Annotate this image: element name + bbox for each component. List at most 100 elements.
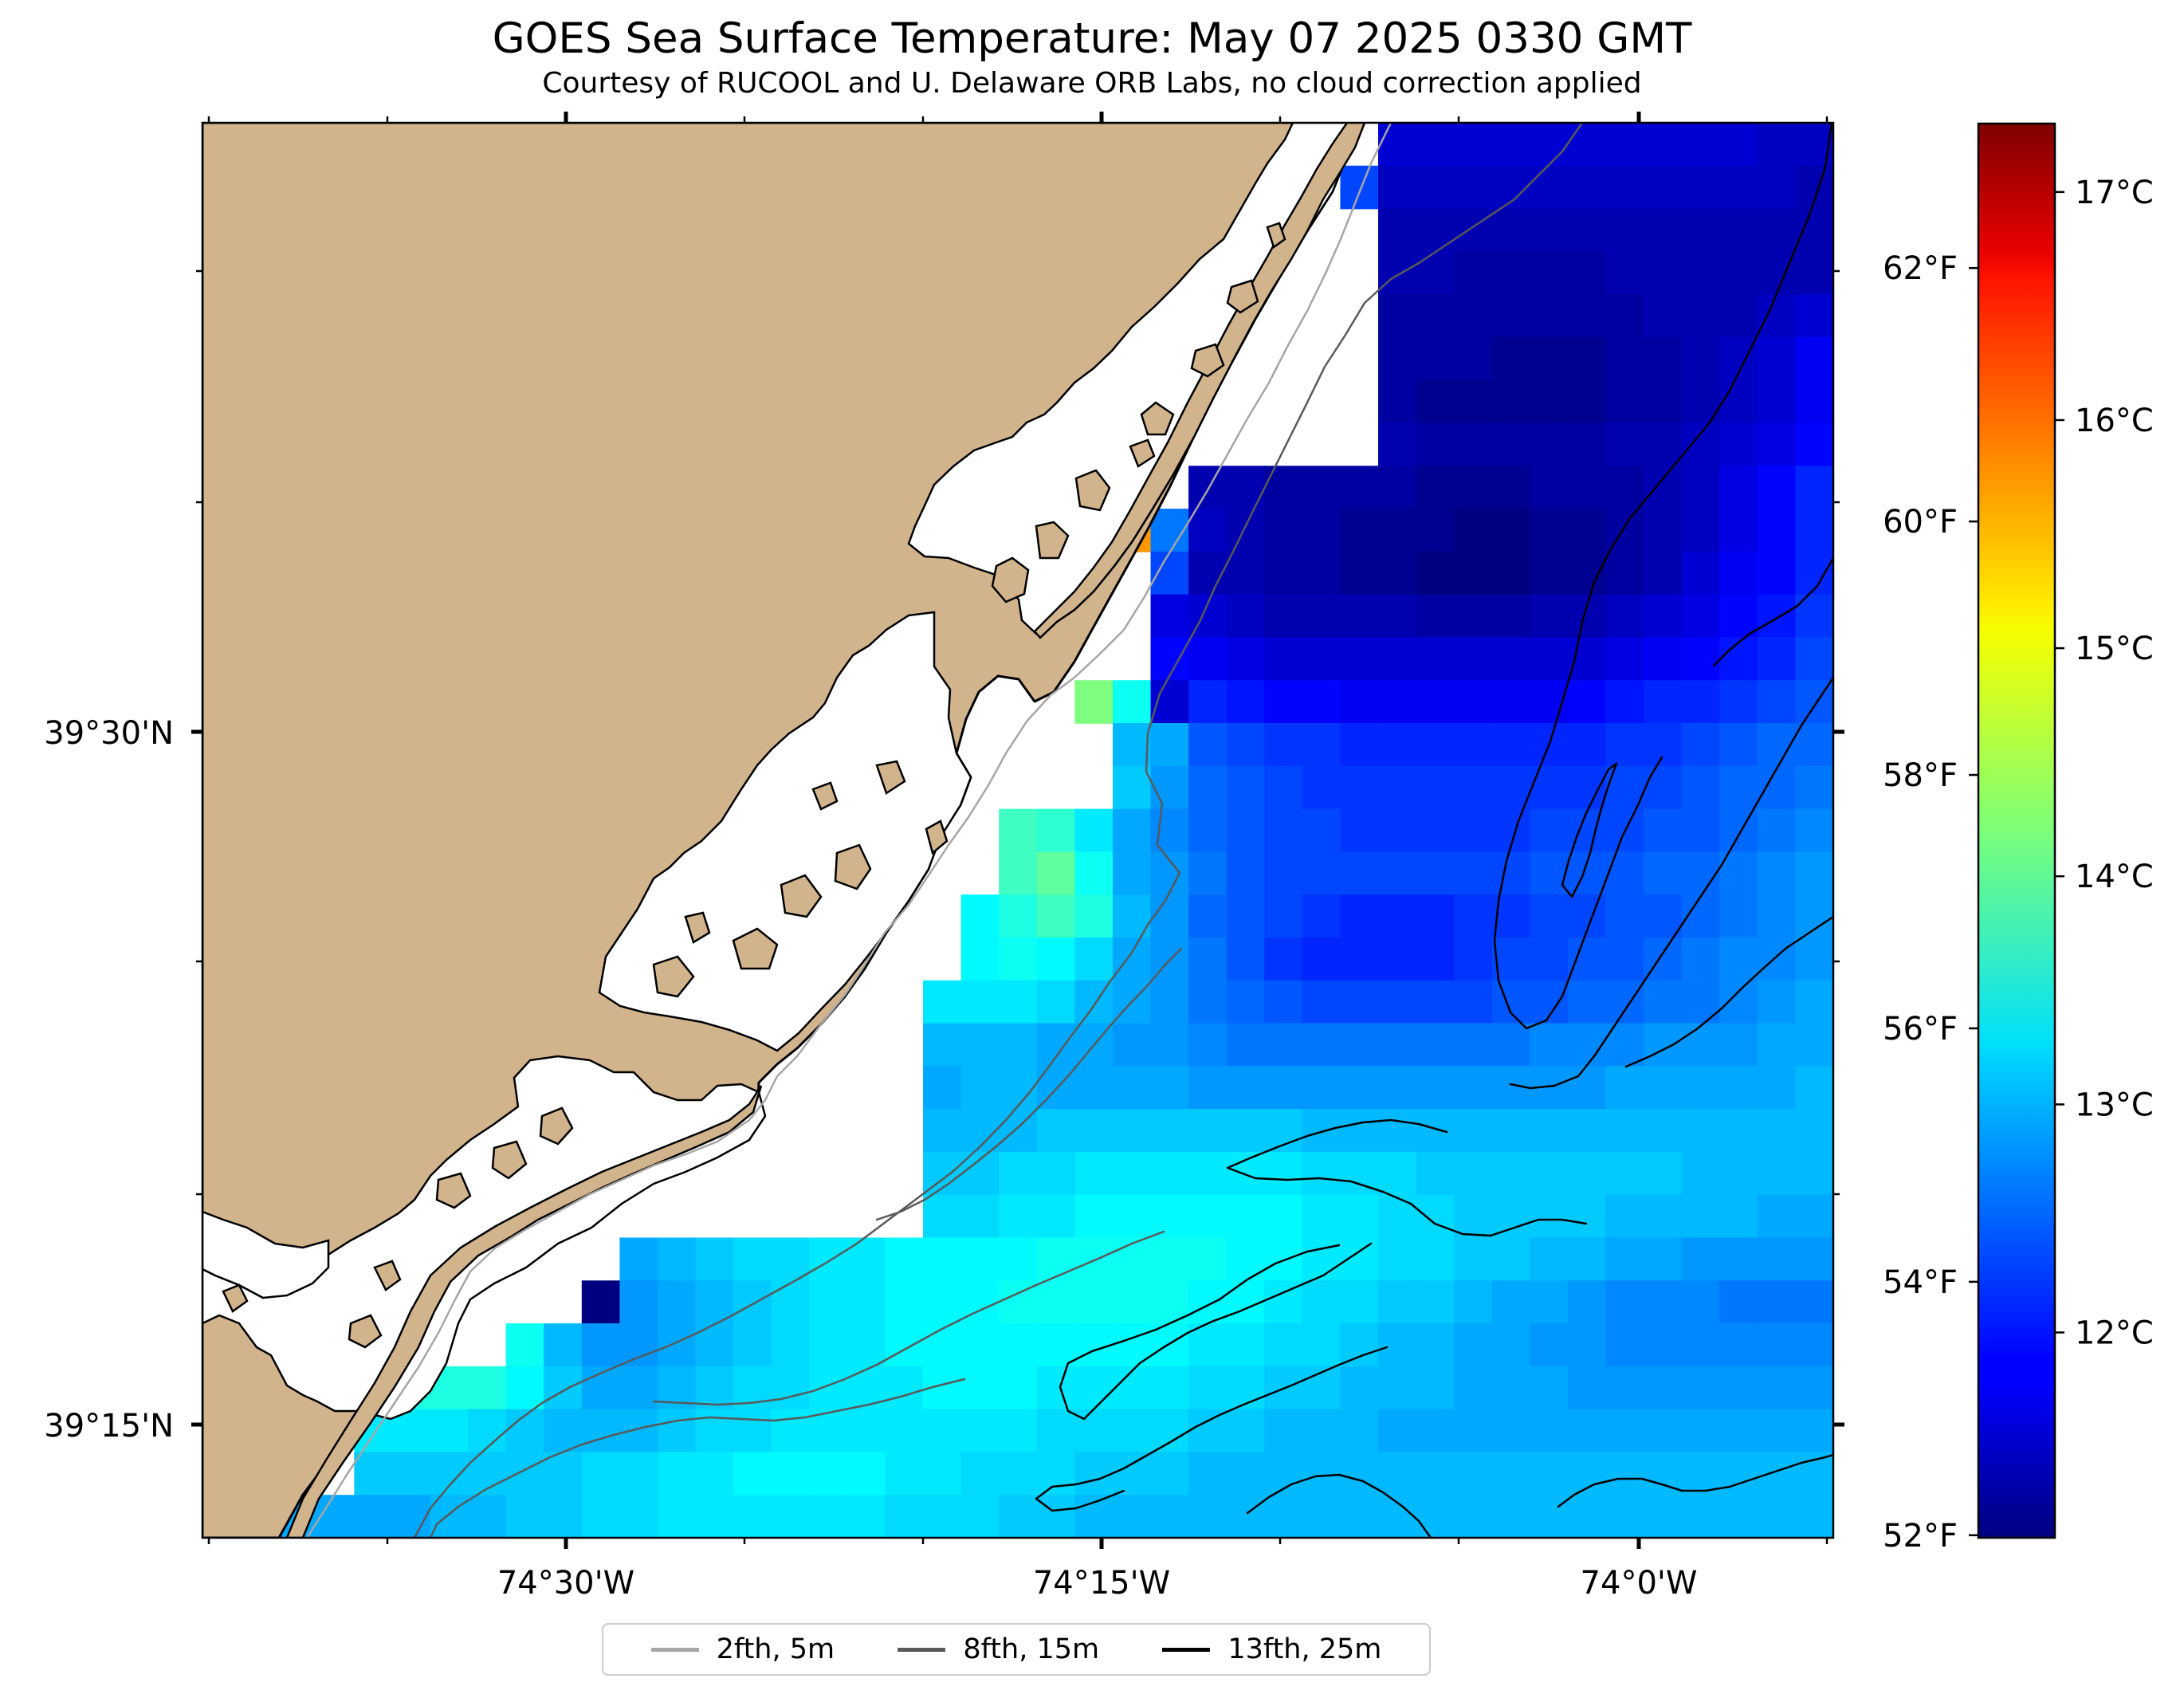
sst-cell (1605, 1323, 1644, 1367)
sst-cell (1416, 637, 1455, 682)
sst-cell (1795, 208, 1833, 253)
sst-cell (1491, 123, 1531, 167)
sst-cell (1530, 251, 1569, 295)
sst-cell (1226, 1023, 1266, 1067)
sst-cell (885, 1366, 924, 1410)
sst-cell (619, 1495, 658, 1538)
sst-cell (1416, 509, 1455, 552)
sst-cell (733, 1452, 772, 1496)
sst-cell (1112, 1237, 1152, 1282)
sst-cell (1644, 723, 1683, 767)
isobath-15m-line (413, 123, 1584, 1538)
sst-cell (1264, 851, 1303, 895)
sst-cell (1226, 1066, 1266, 1110)
sst-cell (1719, 1066, 1758, 1110)
sst-cell (1795, 1452, 1833, 1496)
sst-cell (1491, 1280, 1531, 1324)
sst-cell (1340, 1023, 1379, 1067)
sst-cell (1681, 1194, 1721, 1239)
celsius-label: 16°C (2075, 403, 2154, 439)
sst-cell (1491, 723, 1531, 767)
sst-cell (1036, 894, 1076, 938)
sst-cell (1302, 1023, 1341, 1067)
sst-cell (1681, 551, 1721, 595)
sst-cell (1530, 894, 1569, 938)
sst-cell (1302, 1323, 1341, 1367)
sst-cell (1605, 723, 1644, 767)
sst-cell (1226, 551, 1266, 595)
sst-cell (1644, 637, 1683, 682)
sst-cell (1681, 1495, 1721, 1538)
sst-cell (1795, 808, 1833, 853)
sst-cell (1757, 1280, 1797, 1324)
sst-cell (1719, 680, 1758, 724)
sst-cell (1112, 1023, 1152, 1067)
sst-cell (430, 1409, 469, 1453)
sst-cell (1340, 1452, 1379, 1496)
sst-cell (1188, 1066, 1228, 1110)
sst-cell (1530, 808, 1569, 853)
sst-cell (1681, 1066, 1721, 1110)
sst-cell (1491, 251, 1531, 295)
sst-cell (1491, 1323, 1531, 1367)
sst-cell (1378, 1366, 1417, 1410)
sst-cell (1112, 1452, 1152, 1496)
sst-cell (999, 1323, 1038, 1367)
sst-cell (923, 1109, 962, 1153)
sst-cell (1378, 1109, 1417, 1153)
sst-cell (1074, 1409, 1114, 1453)
sst-cell (1378, 294, 1417, 338)
sst-cell (1302, 937, 1341, 981)
sst-cell (505, 1366, 545, 1410)
sst-cell (695, 1495, 734, 1538)
fahrenheit-label: 58°F (1883, 757, 1958, 794)
sst-cell (1567, 723, 1607, 767)
legend: 2fth, 5m 8fth, 15m 13fth, 25m (602, 1623, 1431, 1676)
sst-cell (1719, 423, 1758, 467)
sst-cell (1795, 1151, 1833, 1196)
sst-cell (1302, 1280, 1341, 1324)
sst-cell (1036, 1151, 1076, 1196)
sst-cell (1226, 680, 1266, 724)
sst-cell (1530, 851, 1569, 895)
sst-cell (1719, 808, 1758, 853)
sst-cell (1036, 1280, 1076, 1324)
sst-cell (1150, 1151, 1189, 1196)
sst-cell (1074, 1151, 1114, 1196)
sst-cell (1226, 466, 1266, 509)
sst-cell (1454, 1109, 1493, 1153)
sst-cell (1605, 551, 1644, 595)
barrier-island-north (1033, 123, 1366, 639)
sst-cell (1757, 251, 1797, 295)
sst-cell (1340, 637, 1379, 682)
sst-cell (1036, 1452, 1076, 1496)
sst-cell (544, 1323, 583, 1367)
sst-cell (619, 1280, 658, 1324)
sst-cell (619, 1366, 658, 1410)
sst-cell (885, 1237, 924, 1282)
sst-cell (1567, 509, 1607, 552)
sst-cell (1719, 1495, 1758, 1538)
sst-cell (1150, 765, 1189, 810)
sst-cell (1378, 1323, 1417, 1367)
sst-cell (1491, 594, 1531, 639)
sst-cell (1605, 123, 1644, 167)
sst-cell (1036, 1237, 1076, 1282)
sst-cell (1340, 851, 1379, 895)
sst-cell (1302, 723, 1341, 767)
sst-cell (1150, 894, 1189, 938)
longitude-label: 74°15'W (1033, 1565, 1170, 1602)
sst-cell (1567, 1109, 1607, 1153)
sst-cell (1681, 637, 1721, 682)
sst-cell (1188, 551, 1228, 595)
sst-cell (1112, 1409, 1152, 1453)
sst-cell (1416, 1194, 1455, 1239)
sst-cell (1644, 336, 1683, 381)
sst-cell (1644, 980, 1683, 1024)
sst-cell (1302, 1109, 1341, 1153)
sst-cell (1302, 637, 1341, 682)
sst-cell (1757, 509, 1797, 552)
sst-cell (1454, 1409, 1493, 1453)
